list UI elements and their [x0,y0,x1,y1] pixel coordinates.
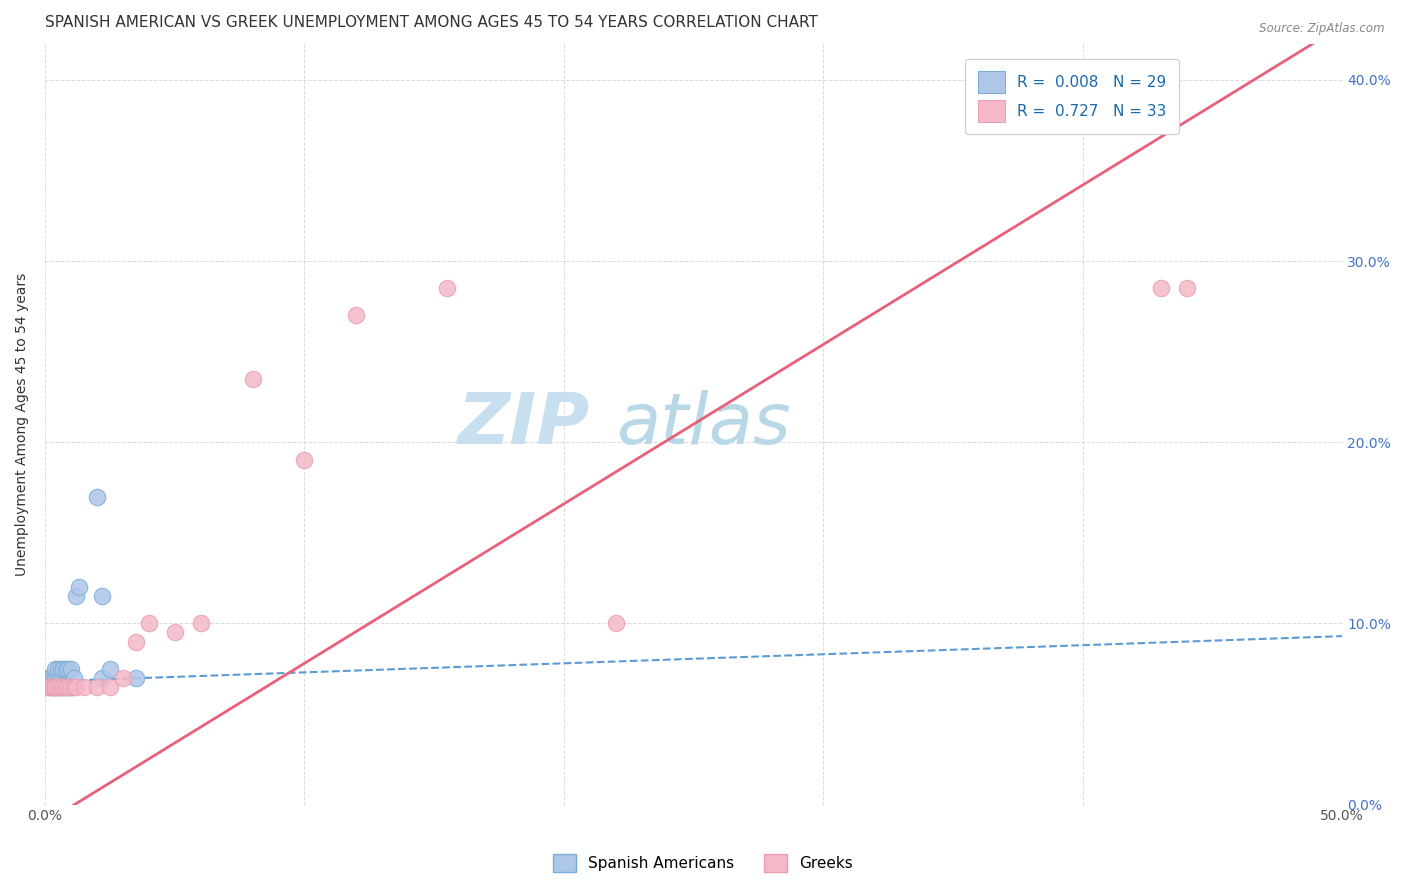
Point [58,662,80,676]
Point [52,662,75,676]
Point [49,680,72,694]
Point [42,680,65,694]
Point [190,616,212,631]
Point [91,589,114,603]
Point [44,662,66,676]
Point [91,671,114,685]
Point [58,680,80,694]
Point [1149,281,1171,295]
Point [125,634,148,648]
Point [37,680,59,694]
Point [42,671,65,685]
Text: atlas: atlas [616,390,790,458]
Point [46,671,69,685]
Point [44,671,66,685]
Point [46,662,69,676]
Point [42,680,65,694]
Point [46,680,69,694]
Point [73,680,96,694]
Point [55,662,77,676]
Point [37,671,59,685]
Point [111,671,134,685]
Point [86,490,108,504]
Point [37,680,59,694]
Point [294,453,316,467]
Point [44,680,66,694]
Text: Source: ZipAtlas.com: Source: ZipAtlas.com [1260,22,1385,36]
Point [42,680,65,694]
Point [44,680,66,694]
Point [49,671,72,685]
Point [67,580,90,594]
Point [65,589,87,603]
Text: SPANISH AMERICAN VS GREEK UNEMPLOYMENT AMONG AGES 45 TO 54 YEARS CORRELATION CHA: SPANISH AMERICAN VS GREEK UNEMPLOYMENT A… [45,15,818,30]
Point [1019,109,1042,123]
Point [39,680,62,694]
Legend: R =  0.008   N = 29, R =  0.727   N = 33: R = 0.008 N = 29, R = 0.727 N = 33 [966,59,1180,134]
Point [242,372,264,386]
Point [49,662,72,676]
Point [44,680,66,694]
Point [49,680,72,694]
Point [46,680,69,694]
Point [1175,281,1198,295]
Point [52,680,75,694]
Point [98,662,121,676]
Point [58,680,80,694]
Y-axis label: Unemployment Among Ages 45 to 54 years: Unemployment Among Ages 45 to 54 years [15,273,30,575]
Point [65,680,87,694]
Point [46,680,69,694]
Point [59,662,82,676]
Point [98,680,121,694]
Point [138,616,160,631]
Point [163,625,186,640]
Point [344,309,367,323]
Point [55,680,77,694]
Point [436,281,458,295]
Legend: Spanish Americans, Greeks: Spanish Americans, Greeks [546,846,860,880]
Point [59,680,82,694]
Point [62,680,84,694]
Point [52,680,75,694]
Point [605,616,627,631]
Text: ZIP: ZIP [457,390,591,458]
Point [62,671,84,685]
Point [125,671,148,685]
Point [39,671,62,685]
Point [39,680,62,694]
Point [86,680,108,694]
Point [55,680,77,694]
Point [59,680,82,694]
